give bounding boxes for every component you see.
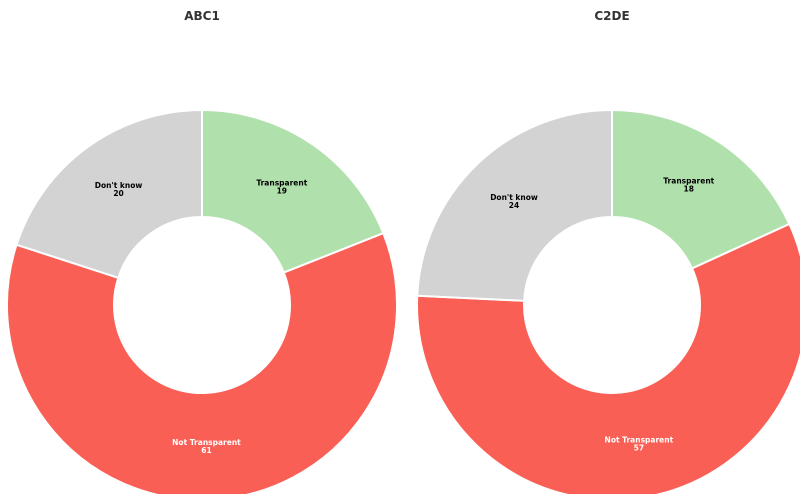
slice-value: 24 bbox=[509, 201, 519, 210]
donut-slice bbox=[201, 108, 385, 274]
slice-value: 19 bbox=[277, 187, 287, 196]
slice-label: Transparent bbox=[256, 179, 307, 188]
slice-label: Not Transparent bbox=[605, 435, 674, 444]
slice-value: 57 bbox=[634, 443, 644, 452]
slice-value: 20 bbox=[113, 189, 123, 198]
slice-label: Don't know bbox=[95, 181, 143, 190]
donut-slice bbox=[15, 108, 203, 280]
slice-value: 18 bbox=[684, 185, 694, 194]
slice-label: Don't know bbox=[490, 193, 538, 202]
slice-label: Transparent bbox=[663, 177, 714, 186]
chart-title: ABC1 bbox=[184, 9, 220, 23]
donut-slice bbox=[416, 222, 800, 494]
chart-title: C2DE bbox=[594, 9, 629, 23]
donut-slice bbox=[6, 231, 398, 494]
donut-slice bbox=[416, 108, 613, 302]
donut-slice bbox=[611, 108, 791, 270]
slice-label: Not Transparent bbox=[172, 438, 241, 447]
slice-value: 61 bbox=[201, 446, 211, 455]
